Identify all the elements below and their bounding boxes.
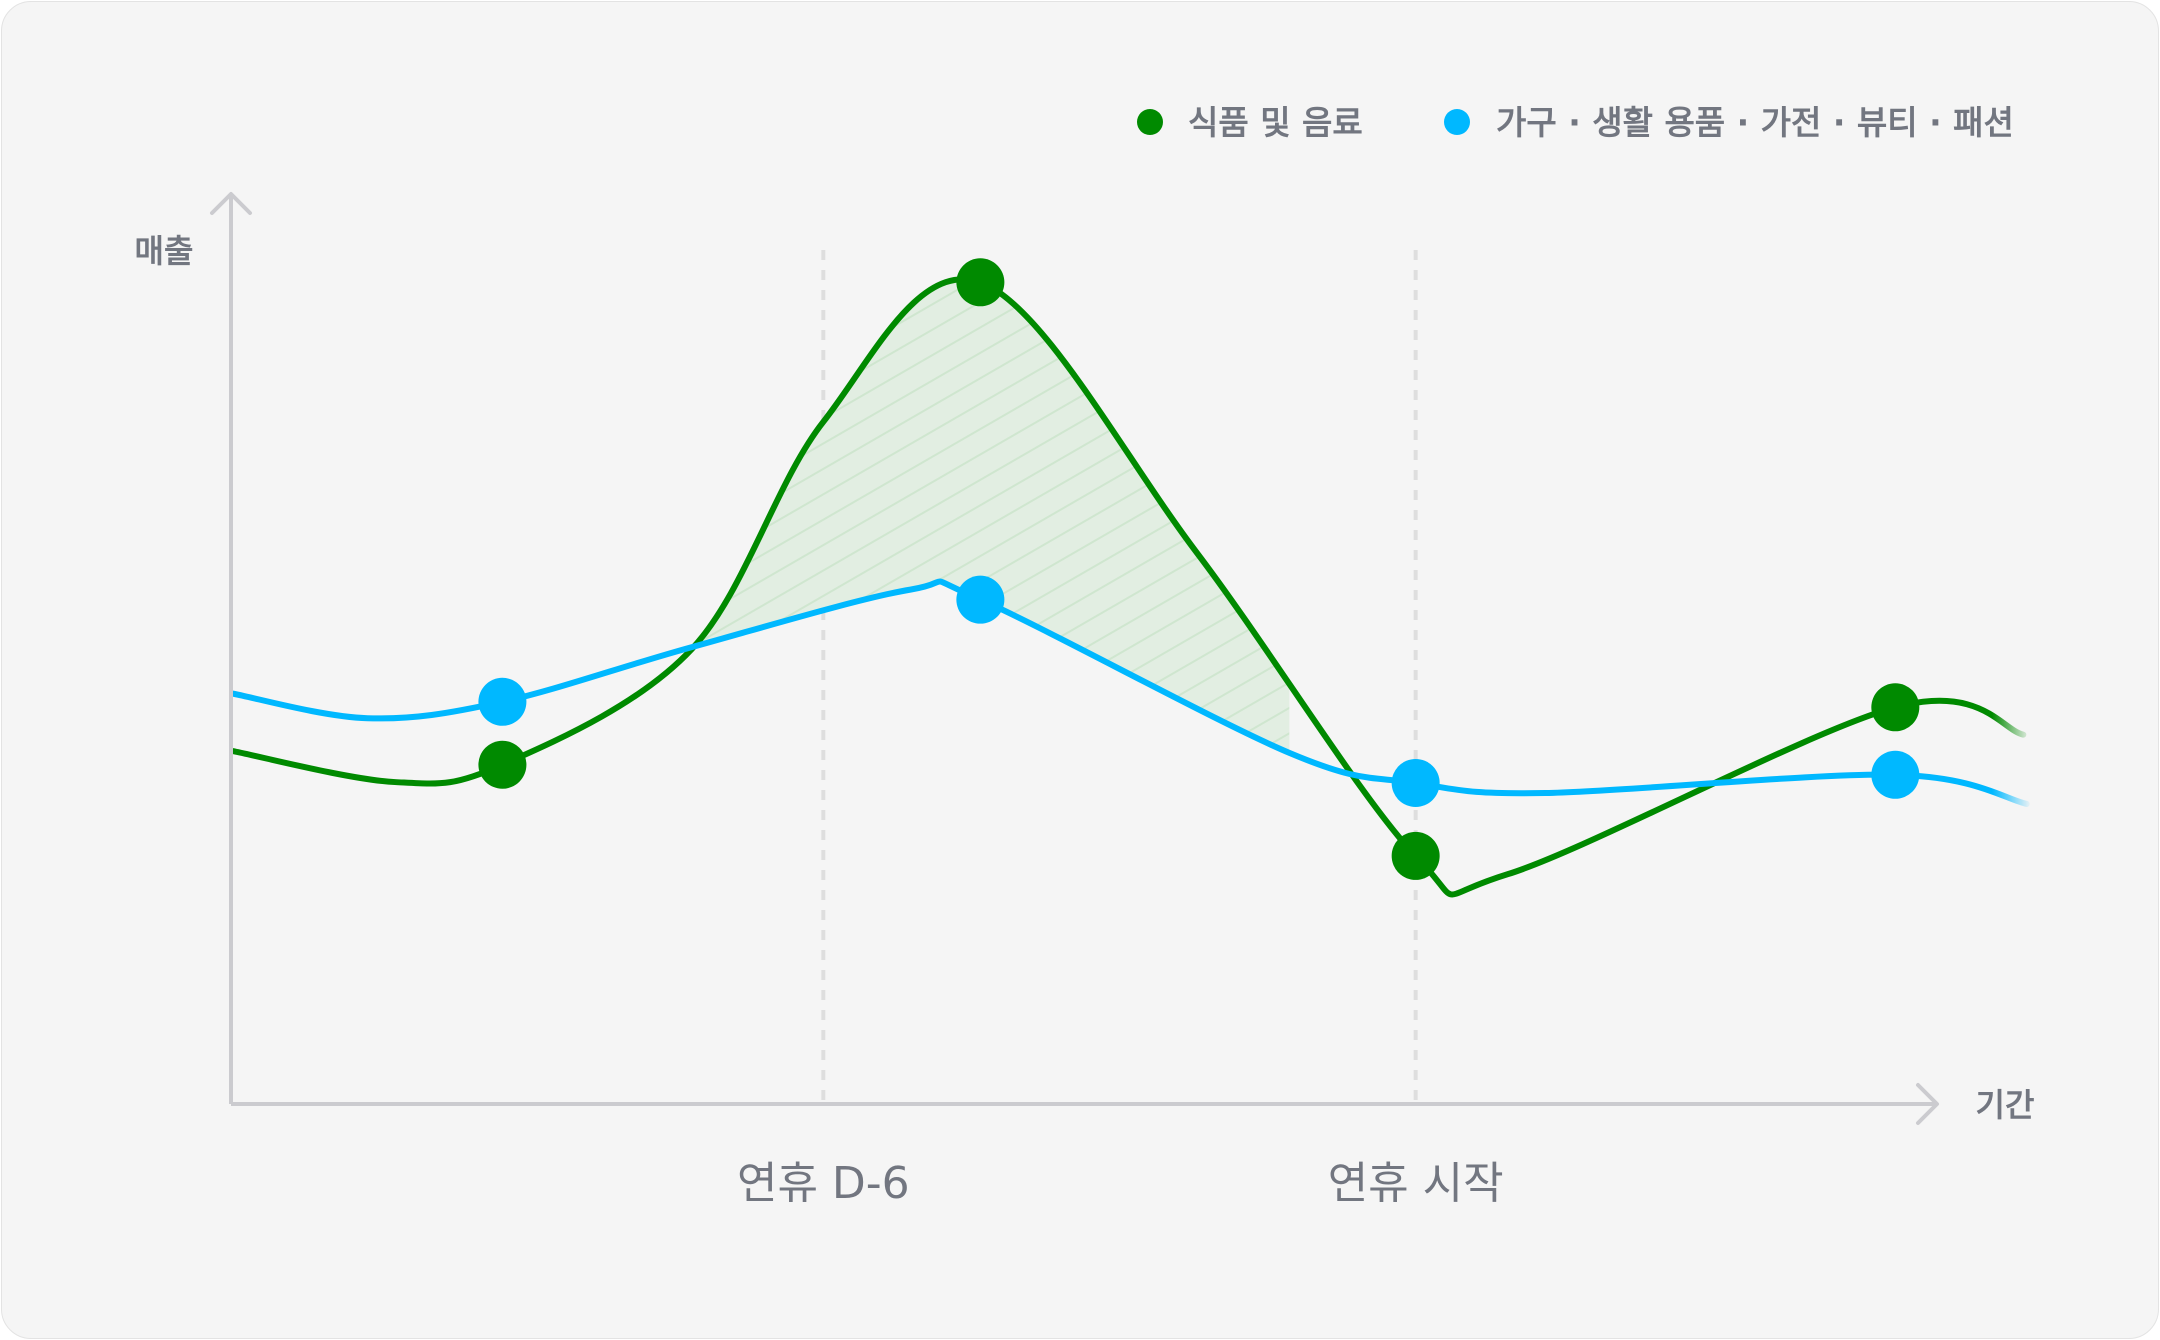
legend-item-food[interactable]: 식품 및 음료	[1137, 103, 1363, 142]
y-axis-arrow-icon	[210, 192, 252, 215]
y-axis	[210, 192, 252, 1104]
event-label: 연휴 시작	[1328, 1158, 1504, 1209]
legend: 식품 및 음료 가구 · 생활 용품 · 가전 · 뷰티 · 패션	[1137, 103, 2014, 142]
legend-label: 가구 · 생활 용품 · 가전 · 뷰티 · 패션	[1496, 103, 2014, 142]
y-axis-label: 매출	[135, 232, 194, 270]
data-point-series-1[interactable]	[956, 575, 1005, 624]
data-point-series-0[interactable]	[1871, 683, 1920, 732]
legend-swatch-blue	[1444, 109, 1470, 135]
data-point-series-1[interactable]	[1391, 758, 1440, 807]
data-point-series-0[interactable]	[1391, 831, 1440, 880]
data-point-series-0[interactable]	[956, 258, 1005, 307]
highlight-area	[691, 279, 1290, 804]
x-axis-label: 기간	[1976, 1086, 2035, 1124]
x-axis-arrow-icon	[1916, 1083, 1939, 1125]
legend-swatch-green	[1137, 109, 1163, 135]
data-point-series-1[interactable]	[1871, 750, 1920, 799]
x-axis	[231, 1083, 1939, 1125]
legend-label: 식품 및 음료	[1188, 103, 1363, 142]
legend-item-home-goods[interactable]: 가구 · 생활 용품 · 가전 · 뷰티 · 패션	[1444, 103, 2014, 142]
data-point-series-0[interactable]	[478, 740, 527, 789]
event-label: 연휴 D-6	[737, 1158, 910, 1209]
data-point-series-1[interactable]	[478, 677, 527, 726]
